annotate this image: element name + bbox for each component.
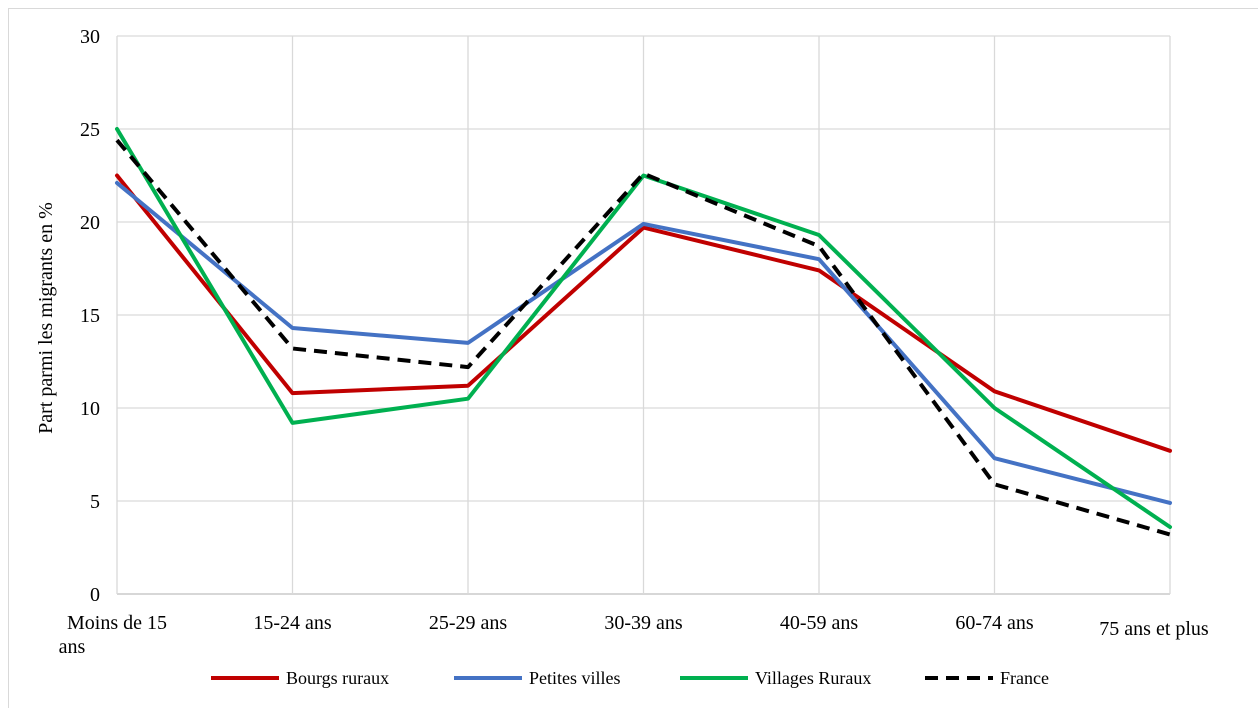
series-line-2 [115,180,1172,505]
series-lines [115,127,1172,537]
y-tick-label: 0 [90,584,100,606]
y-tick-label: 10 [80,398,100,420]
legend: Bourgs ruraux Petites villes Villages Rura… [211,668,1049,688]
legend-label: France [1000,668,1049,688]
legend-label: Bourgs ruraux [286,668,389,688]
x-tick-label: 15-24 ans [253,612,332,634]
series-line-1 [115,173,1172,453]
y-tick-label: 15 [80,305,100,327]
legend-label: Villages Ruraux [755,668,871,688]
x-tick-label: 25-29 ans [429,612,508,634]
x-tick-label: 30-39 ans [604,612,683,634]
x-axis-ticks: Moins de 15 ans 15-24 ans 25-29 ans 30-39 an… [59,612,1209,658]
y-axis-ticks: 0 5 10 15 20 25 30 [80,26,100,606]
y-axis-label: Part parmi les migrants en % [35,202,57,434]
y-tick-label: 5 [90,491,100,513]
x-tick-label: 60-74 ans [955,612,1034,634]
x-tick-label: Moins de 15 ans [59,612,167,658]
y-tick-label: 30 [80,26,100,48]
series-line-3 [115,127,1172,529]
x-tick-label: 40-59 ans [780,612,859,634]
y-tick-label: 25 [80,119,100,141]
legend-label: Petites villes [529,668,621,688]
y-tick-label: 20 [80,212,100,234]
x-tick-label: 75 ans et plus [1099,618,1209,640]
